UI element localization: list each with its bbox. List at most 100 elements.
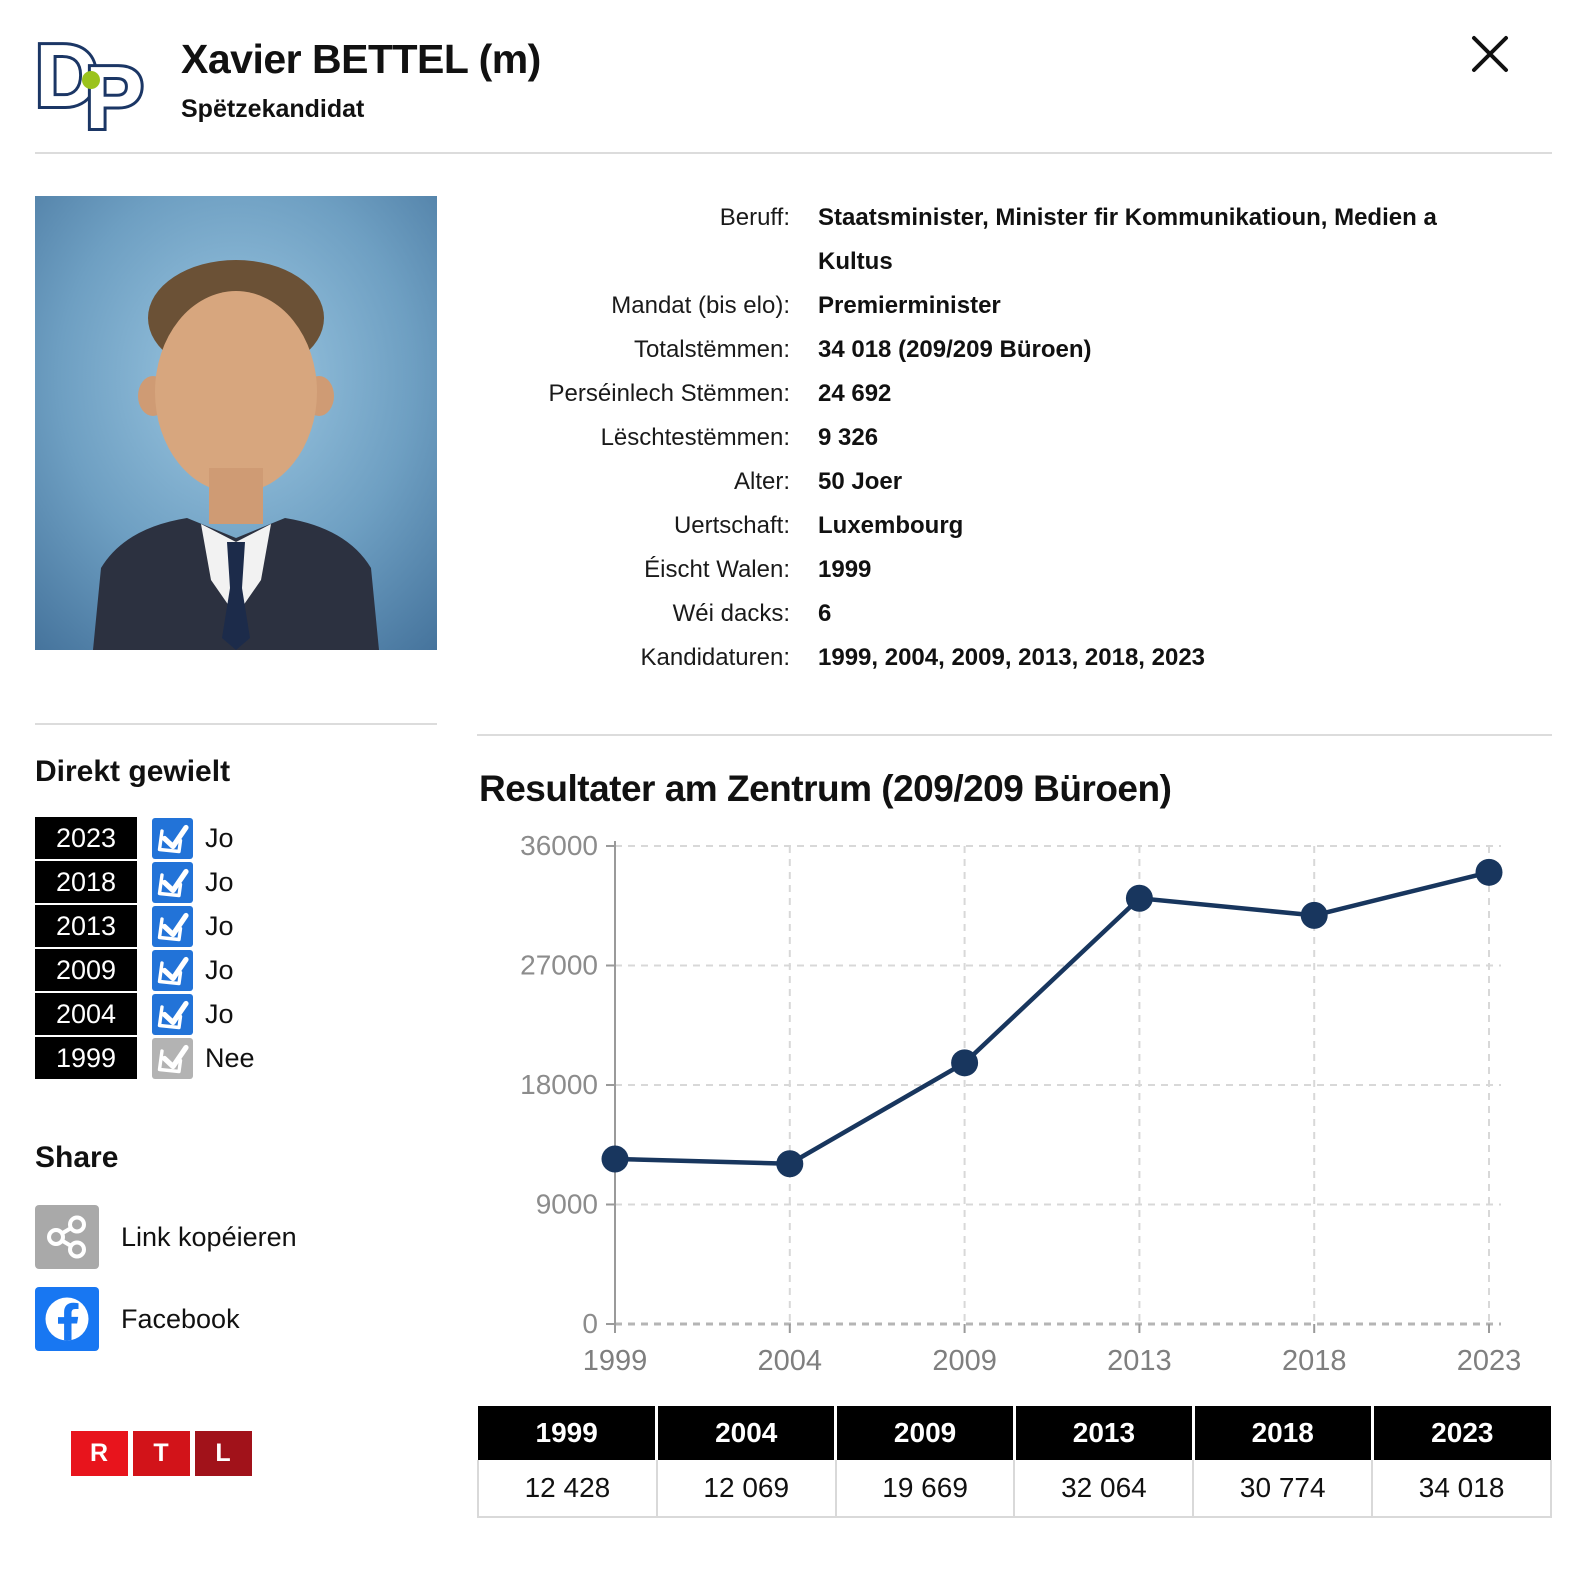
rtl-letter-l: L (195, 1431, 252, 1476)
direkt-gewielt-row: 2013 Jo (35, 905, 437, 947)
results-line-chart: 0 9000 18000 27000 36000 1999 2004 2009 2013 2018… (477, 822, 1552, 1394)
results-table: 1999 2004 2009 2013 2018 2023 12 428 12 069 19 … (477, 1406, 1552, 1518)
rtl-logo: R T L (71, 1431, 437, 1476)
info-value: Luxembourg (818, 512, 964, 539)
ballot-check-icon (152, 949, 193, 991)
direkt-gewielt-row: 2004 Jo (35, 993, 437, 1035)
info-value: Premierminister (818, 292, 1001, 319)
year-badge: 1999 (35, 1037, 137, 1079)
info-label: Totalstëmmen: (633, 336, 790, 363)
results-year-header: 2018 (1191, 1406, 1373, 1460)
share-link-copy[interactable]: Link kopéieren (35, 1205, 437, 1269)
info-label: Kandidaturen: (640, 644, 790, 671)
direkt-gewielt-heading: Direkt gewielt (35, 755, 231, 788)
svg-text:2018: 2018 (1282, 1345, 1347, 1377)
results-year-header: 1999 (478, 1406, 657, 1460)
results-table-value-row: 12 428 12 069 19 669 32 064 30 774 34 018 (477, 1460, 1552, 1518)
info-value: 6 (818, 600, 832, 627)
ballot-check-icon (152, 817, 193, 859)
direkt-gewielt-row: 2009 Jo (35, 949, 437, 991)
results-year-header: 2023 (1370, 1406, 1551, 1460)
ballot-check-icon (152, 905, 193, 947)
info-row: Uertschaft: Luxembourg (477, 504, 1552, 548)
info-row: Totalstëmmen: 34 018 (209/209 Büroen) (477, 328, 1552, 372)
info-label: Uertschaft: (673, 512, 790, 539)
left-divider (35, 723, 437, 725)
info-row: Mandat (bis elo): Premierminister (477, 284, 1552, 328)
info-label: Wéi dacks: (672, 600, 790, 627)
info-row: Kandidaturen: 1999, 2004, 2009, 2013, 20… (477, 636, 1552, 680)
info-value: 9 326 (818, 424, 879, 451)
candidate-role: Spëtzekandidat (181, 95, 365, 123)
results-value-cell: 32 064 (1013, 1460, 1195, 1518)
party-logo-dp: D P (32, 23, 155, 150)
facebook-icon (35, 1287, 99, 1351)
ballot-check-icon (152, 993, 193, 1035)
results-value-cell: 19 669 (834, 1460, 1016, 1518)
results-value-cell: 12 428 (477, 1460, 658, 1518)
info-value: Staatsminister, Minister fir Kommunikati… (818, 204, 1437, 275)
right-divider (477, 734, 1552, 736)
year-badge: 2009 (35, 949, 137, 991)
info-value: 24 692 (818, 380, 892, 407)
modal-header: D P Xavier BETTEL (m) Spëtzekandidat (32, 23, 1552, 150)
direkt-gewielt-list: 2023 Jo 2018 Jo 2013 Jo 2009 (35, 817, 437, 1079)
info-row: Alter: 50 Joer (477, 460, 1552, 504)
svg-text:2023: 2023 (1457, 1345, 1522, 1377)
elected-label: Jo (205, 998, 234, 1029)
year-badge: 2013 (35, 905, 137, 947)
info-row: Éischt Walen: 1999 (477, 548, 1552, 592)
share-heading: Share (35, 1141, 119, 1174)
info-value: 34 018 (209/209 Büroen) (818, 336, 1092, 363)
info-row: Beruff: Staatsminister, Minister fir Kom… (477, 196, 1552, 284)
info-label: Alter: (733, 468, 790, 495)
share-facebook-label: Facebook (121, 1303, 240, 1334)
close-button[interactable] (1466, 30, 1514, 78)
page-title: Xavier BETTEL (m) (181, 36, 541, 82)
direkt-gewielt-row: 2018 Jo (35, 861, 437, 903)
portrait-placeholder (35, 196, 437, 650)
svg-text:18000: 18000 (520, 1069, 598, 1100)
share-nodes-icon (35, 1205, 99, 1269)
elected-label: Jo (205, 954, 234, 985)
svg-text:2004: 2004 (758, 1345, 823, 1377)
elected-label: Jo (205, 866, 234, 897)
header-text: Xavier BETTEL (m) Spëtzekandidat (181, 30, 541, 124)
svg-text:0: 0 (582, 1308, 598, 1339)
svg-text:36000: 36000 (520, 830, 598, 861)
year-badge: 2004 (35, 993, 137, 1035)
chart-title: Resultater am Zentrum (209/209 Büroen) (479, 768, 1172, 809)
results-value-cell: 12 069 (655, 1460, 837, 1518)
svg-text:2013: 2013 (1107, 1345, 1172, 1377)
results-year-header: 2009 (834, 1406, 1015, 1460)
results-value-cell: 34 018 (1371, 1460, 1552, 1518)
info-row: Perséinlech Stëmmen: 24 692 (477, 372, 1552, 416)
ballot-check-icon (152, 861, 193, 903)
svg-text:P: P (85, 48, 144, 132)
year-badge: 2023 (35, 817, 137, 859)
elected-label: Jo (205, 822, 234, 853)
header-divider (35, 152, 1552, 154)
dp-logo-icon: D P (32, 23, 147, 150)
close-icon (1472, 36, 1508, 72)
info-label: Lëschtestëmmen: (600, 424, 790, 451)
results-year-header: 2004 (655, 1406, 836, 1460)
direkt-gewielt-row: 2023 Jo (35, 817, 437, 859)
info-label: Éischt Walen: (644, 556, 790, 583)
rtl-letter-t: T (133, 1431, 190, 1476)
elected-label: Nee (205, 1042, 255, 1073)
info-label: Beruff: (719, 204, 790, 231)
svg-text:27000: 27000 (520, 950, 598, 981)
info-row: Lëschtestëmmen: 9 326 (477, 416, 1552, 460)
share-facebook[interactable]: Facebook (35, 1287, 437, 1351)
elected-label: Jo (205, 910, 234, 941)
info-label: Mandat (bis elo): (611, 292, 790, 319)
results-value-cell: 30 774 (1192, 1460, 1374, 1518)
svg-text:1999: 1999 (583, 1345, 648, 1377)
results-table-header-row: 1999 2004 2009 2013 2018 2023 (478, 1406, 1551, 1460)
ballot-check-icon (152, 1037, 193, 1079)
info-value: 1999, 2004, 2009, 2013, 2018, 2023 (818, 644, 1206, 671)
svg-text:9000: 9000 (536, 1189, 598, 1220)
rtl-letter-r: R (71, 1431, 128, 1476)
candidate-photo (35, 196, 437, 650)
